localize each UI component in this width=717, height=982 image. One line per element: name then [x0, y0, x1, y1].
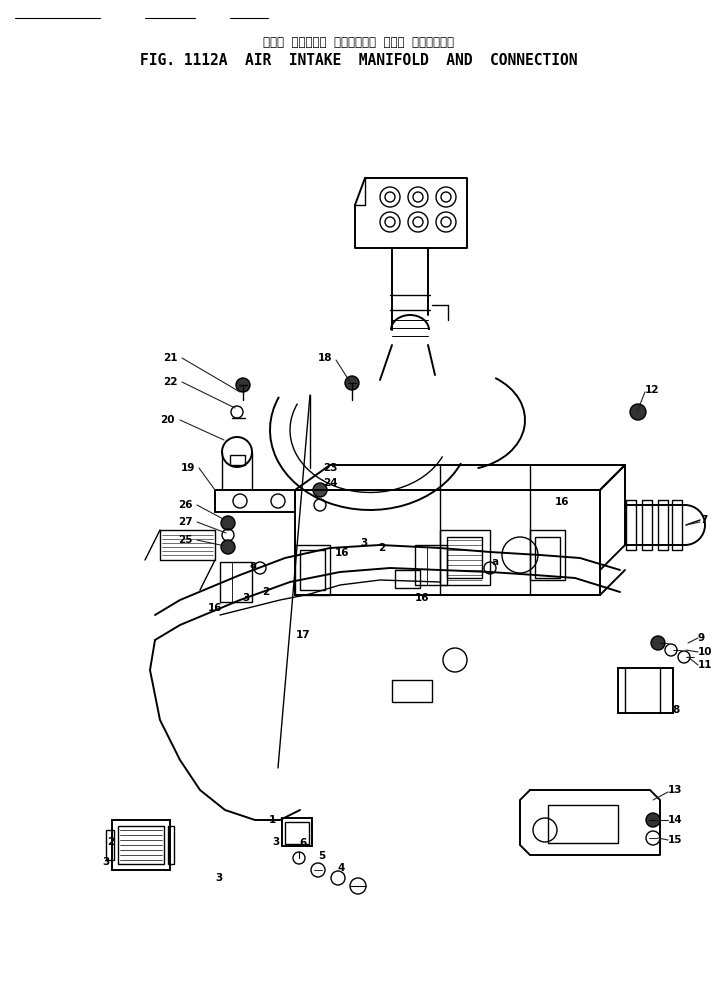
Bar	[672, 500, 682, 550]
Text: 21: 21	[163, 353, 178, 363]
Bar	[626, 500, 636, 550]
Bar	[548, 805, 618, 843]
Bar	[658, 500, 668, 550]
Bar	[642, 500, 652, 550]
Bar	[415, 545, 447, 585]
Text: 7: 7	[700, 515, 708, 525]
Circle shape	[221, 540, 235, 554]
Text: 9: 9	[698, 633, 705, 643]
Text: 3: 3	[360, 538, 367, 548]
Bar	[440, 530, 490, 585]
Text: 3: 3	[215, 873, 222, 883]
Text: 24: 24	[323, 478, 338, 488]
Text: 13: 13	[668, 785, 683, 795]
Bar	[447, 537, 482, 578]
Text: 16: 16	[415, 593, 429, 603]
Text: 3: 3	[102, 857, 109, 867]
Text: 14: 14	[668, 815, 683, 825]
Text: 3: 3	[242, 593, 250, 603]
Bar	[168, 826, 174, 864]
Text: a: a	[250, 560, 257, 570]
Circle shape	[345, 376, 359, 390]
Text: FIG. 1112A  AIR  INTAKE  MANIFOLD  AND  CONNECTION: FIG. 1112A AIR INTAKE MANIFOLD AND CONNE…	[140, 52, 577, 68]
Text: a: a	[492, 557, 499, 567]
Text: 26: 26	[179, 500, 193, 510]
Text: 10: 10	[698, 647, 713, 657]
Text: 23: 23	[323, 463, 338, 473]
Bar	[106, 830, 114, 860]
Bar	[295, 490, 600, 595]
Text: 16: 16	[335, 548, 349, 558]
Bar	[112, 820, 170, 870]
Text: 8: 8	[673, 705, 680, 715]
Circle shape	[313, 483, 327, 497]
Text: 25: 25	[179, 535, 193, 545]
Circle shape	[236, 378, 250, 392]
Text: エアー  インテーク  マニホールド  および  コネクション: エアー インテーク マニホールド および コネクション	[263, 35, 454, 48]
Circle shape	[630, 404, 646, 420]
Bar	[282, 818, 312, 846]
Text: 1: 1	[269, 815, 276, 825]
Text: 6: 6	[300, 838, 307, 848]
Text: 16: 16	[555, 497, 569, 507]
Bar	[118, 826, 164, 864]
Bar	[295, 545, 330, 595]
Text: 15: 15	[668, 835, 683, 845]
Text: 19: 19	[181, 463, 195, 473]
Text: 20: 20	[161, 415, 175, 425]
Bar	[530, 530, 565, 580]
Text: 3: 3	[272, 837, 280, 847]
Bar	[215, 490, 295, 512]
Bar	[300, 550, 325, 590]
Bar	[392, 680, 432, 702]
Bar	[618, 668, 673, 713]
Text: 16: 16	[208, 603, 222, 613]
Text: 5: 5	[318, 851, 325, 861]
Bar	[395, 570, 420, 588]
Circle shape	[221, 516, 235, 530]
Text: 17: 17	[296, 630, 310, 640]
Bar	[220, 562, 252, 602]
Bar	[535, 537, 560, 578]
Text: 2: 2	[378, 543, 385, 553]
Text: 27: 27	[179, 517, 193, 527]
Bar	[285, 822, 309, 844]
Text: 11: 11	[698, 660, 713, 670]
Bar	[230, 455, 245, 465]
Text: 2: 2	[107, 837, 114, 847]
Text: 2: 2	[262, 587, 270, 597]
Circle shape	[646, 813, 660, 827]
Text: 12: 12	[645, 385, 660, 395]
Text: 22: 22	[163, 377, 178, 387]
Text: 18: 18	[318, 353, 332, 363]
Circle shape	[651, 636, 665, 650]
Text: 4: 4	[338, 863, 345, 873]
